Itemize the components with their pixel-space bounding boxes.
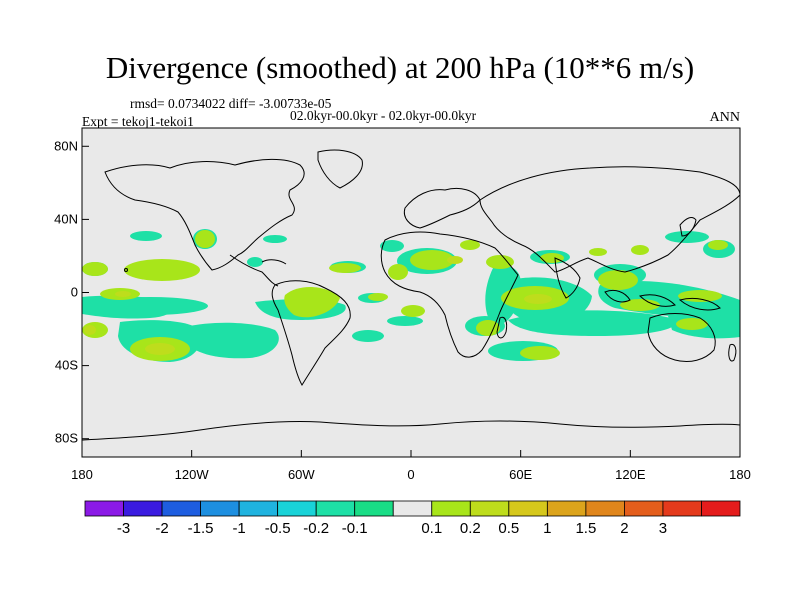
colorbar-swatch — [200, 500, 240, 517]
colorbar-swatch — [392, 500, 433, 517]
colorbar-label: 1.5 — [575, 520, 596, 537]
colorbar-label: 0.1 — [421, 520, 442, 537]
lat-tick-label: 80N — [54, 138, 78, 153]
colorbar-swatch — [315, 500, 356, 517]
colorbar-swatch — [469, 500, 510, 517]
colorbar-label: -0.1 — [342, 520, 368, 537]
colorbar-swatch — [238, 500, 279, 517]
colorbar-label: -1 — [232, 520, 245, 537]
colorbar-label: -0.2 — [303, 520, 329, 537]
positive-divergence-areas — [82, 230, 728, 361]
colorbar-swatch — [84, 500, 124, 517]
colorbar-swatch — [662, 500, 702, 517]
colorbar — [84, 500, 741, 517]
lon-tick-label: 0 — [407, 467, 414, 482]
coastlines — [82, 149, 740, 441]
colorbar-label: 2 — [620, 520, 628, 537]
colorbar-label: 0.5 — [498, 520, 519, 537]
colorbar-swatch — [431, 500, 471, 517]
colorbar-swatch — [123, 500, 163, 517]
colorbar-label: 1 — [543, 520, 551, 537]
lon-tick-label: 120E — [615, 467, 646, 482]
colorbar-swatch — [161, 500, 201, 517]
map-title: Divergence (smoothed) at 200 hPa (10**6 … — [105, 50, 695, 85]
lon-tick-label: 60W — [288, 467, 315, 482]
colorbar-label: 0.2 — [460, 520, 481, 537]
lon-tick-label: 120W — [175, 467, 210, 482]
lon-tick-label: 60E — [509, 467, 532, 482]
latitude-axis: 80N 40N 0 40S 80S — [54, 138, 89, 446]
colorbar-swatch — [624, 500, 664, 517]
stats-line: rmsd= 0.0734022 diff= -3.00733e-05 — [130, 96, 332, 111]
lon-tick-label: 180 — [729, 467, 751, 482]
colorbar-label: -2 — [155, 520, 168, 537]
lon-tick-label: 180 — [71, 467, 93, 482]
colorbar-swatch — [354, 500, 394, 517]
lat-tick-label: 0 — [71, 285, 78, 300]
period-line: 02.0kyr-00.0kyr - 02.0kyr-00.0kyr — [290, 108, 477, 123]
colorbar-label: -0.5 — [265, 520, 291, 537]
colorbar-swatch — [277, 500, 317, 517]
colorbar-labels: -3 -2 -1.5 -1 -0.5 -0.2 -0.1 0.1 0.2 0.5 1 1.5 2 3 — [117, 520, 667, 537]
moderate-positive-divergence-areas — [84, 256, 552, 355]
lat-tick-label: 40S — [55, 358, 78, 373]
experiment-line: Expt = tekoj1-tekoi1 — [82, 114, 194, 129]
colorbar-label: -3 — [117, 520, 130, 537]
colorbar-swatch — [585, 500, 625, 517]
colorbar-label: -1.5 — [188, 520, 214, 537]
lat-tick-label: 80S — [55, 431, 78, 446]
season-label: ANN — [709, 110, 740, 125]
longitude-axis: 180 120W 60W 0 60E 120E 180 — [71, 450, 751, 482]
colorbar-swatch — [546, 500, 587, 517]
lat-tick-label: 40N — [54, 211, 78, 226]
colorbar-swatch — [701, 500, 741, 517]
colorbar-swatch — [508, 500, 548, 517]
colorbar-label: 3 — [659, 520, 667, 537]
